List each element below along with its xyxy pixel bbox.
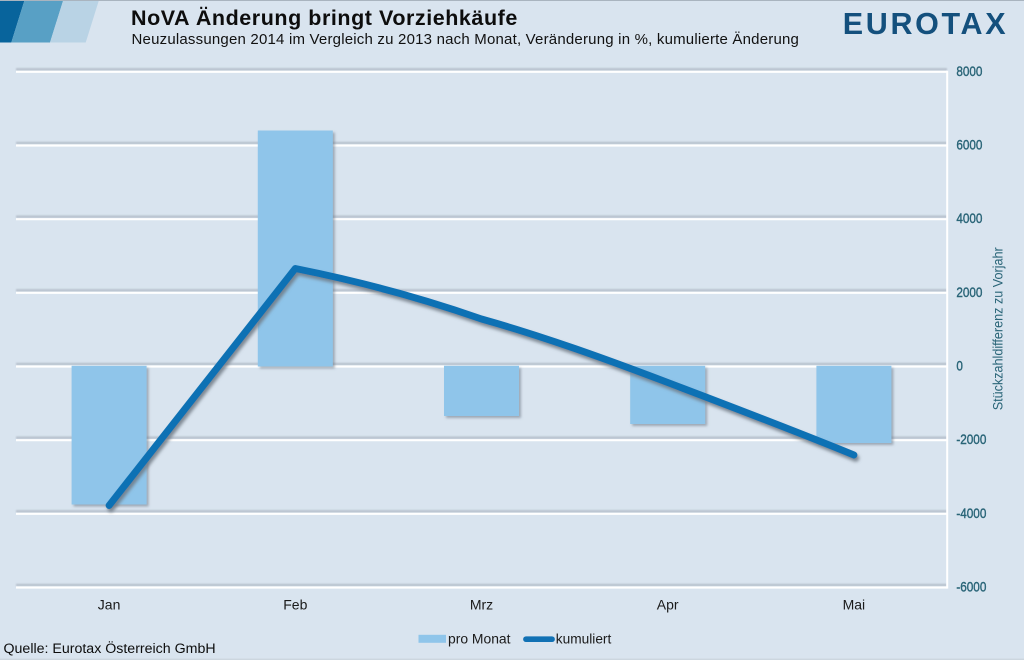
svg-text:kumuliert: kumuliert (556, 632, 612, 648)
svg-text:Neuzulassungen 2014 im Verglei: Neuzulassungen 2014 im Vergleich zu 2013… (132, 31, 800, 48)
svg-text:Jan: Jan (98, 596, 121, 612)
svg-text:6000: 6000 (956, 137, 982, 153)
svg-text:Apr: Apr (657, 596, 679, 612)
svg-text:0: 0 (956, 358, 963, 374)
svg-text:2000: 2000 (956, 284, 982, 300)
svg-text:Quelle: Eurotax Österreich Gmb: Quelle: Eurotax Österreich GmbH (4, 639, 216, 657)
svg-text:8000: 8000 (956, 63, 982, 79)
svg-text:-2000: -2000 (956, 431, 986, 447)
svg-text:-6000: -6000 (956, 579, 986, 595)
svg-text:EUROTAX: EUROTAX (843, 7, 1008, 41)
svg-text:-4000: -4000 (956, 505, 986, 521)
svg-text:pro Monat: pro Monat (448, 632, 511, 648)
svg-text:4000: 4000 (956, 210, 982, 226)
svg-text:NoVA Änderung bringt Vorziehkä: NoVA Änderung bringt Vorziehkäufe (131, 6, 518, 30)
svg-text:Stückzahldifferenz zu Vorjahr: Stückzahldifferenz zu Vorjahr (990, 247, 1005, 410)
svg-text:Mrz: Mrz (470, 596, 493, 612)
svg-text:Mai: Mai (843, 596, 866, 612)
svg-text:Feb: Feb (283, 596, 307, 612)
